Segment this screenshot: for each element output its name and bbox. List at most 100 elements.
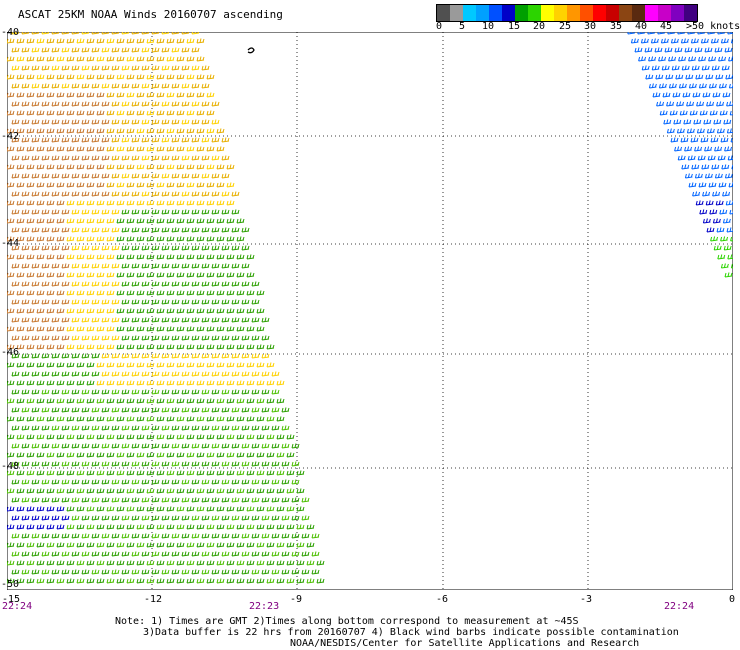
- wind-barb: [51, 263, 60, 269]
- wind-barb: [211, 389, 220, 395]
- wind-barb: [51, 137, 60, 143]
- wind-barb: [141, 119, 150, 125]
- wind-barb: [256, 470, 265, 476]
- wind-barb: [66, 272, 75, 278]
- wind-barb: [41, 461, 50, 467]
- wind-barb: [156, 416, 165, 422]
- wind-barb: [71, 281, 80, 287]
- wind-barb: [196, 164, 205, 170]
- wind-barb: [61, 101, 70, 107]
- wind-barb: [101, 155, 110, 161]
- wind-barb: [191, 299, 200, 305]
- wind-barb: [106, 326, 115, 332]
- wind-barb: [171, 32, 180, 35]
- wind-barb: [7, 272, 15, 278]
- wind-barb: [261, 371, 270, 377]
- wind-barb: [21, 65, 30, 71]
- wind-barb: [51, 425, 60, 431]
- wind-barb: [226, 362, 235, 368]
- wind-barb: [121, 569, 130, 575]
- wind-barb: [146, 236, 155, 242]
- wind-barb: [191, 32, 200, 35]
- wind-barb: [196, 362, 205, 368]
- wind-barb: [211, 299, 220, 305]
- wind-barb: [201, 263, 210, 269]
- wind-barb: [677, 155, 686, 161]
- wind-barb: [221, 155, 230, 161]
- wind-barb: [51, 281, 60, 287]
- wind-barb: [121, 32, 130, 35]
- wind-barb: [186, 488, 195, 494]
- wind-barb: [266, 362, 275, 368]
- wind-barb: [311, 533, 320, 539]
- wind-barb: [116, 488, 125, 494]
- wind-barb: [206, 110, 215, 116]
- wind-barb: [211, 245, 220, 251]
- wind-barb: [31, 515, 40, 521]
- wind-barb: [186, 128, 195, 134]
- pass-time-label: 22:24: [664, 601, 695, 612]
- wind-barb: [226, 236, 235, 242]
- wind-barb: [644, 47, 653, 53]
- wind-barb: [101, 515, 110, 521]
- wind-barb: [7, 524, 15, 530]
- wind-barb: [131, 47, 140, 53]
- wind-barb: [7, 146, 15, 152]
- wind-barb: [261, 515, 270, 521]
- wind-barb: [76, 524, 85, 530]
- wind-barb: [31, 479, 40, 485]
- wind-barb: [216, 182, 225, 188]
- wind-barb: [146, 182, 155, 188]
- wind-barb: [196, 344, 205, 350]
- wind-barb: [211, 569, 220, 575]
- wind-barb: [66, 326, 75, 332]
- wind-barb: [682, 92, 691, 98]
- lat-label: -48: [1, 461, 20, 472]
- wind-barb: [221, 191, 230, 197]
- wind-barb: [156, 254, 165, 260]
- wind-barb: [191, 101, 200, 107]
- wind-barb: [46, 110, 55, 116]
- wind-barb: [156, 56, 165, 62]
- wind-barb: [156, 452, 165, 458]
- wind-barb: [31, 245, 40, 251]
- lon-label: -3: [580, 594, 593, 605]
- wind-barb: [191, 209, 200, 215]
- wind-barb: [46, 92, 55, 98]
- wind-barb: [41, 497, 50, 503]
- wind-barb: [211, 353, 220, 359]
- wind-barb: [669, 110, 678, 116]
- wind-barb: [11, 83, 20, 89]
- wind-barb: [101, 101, 110, 107]
- wind-barb: [156, 488, 165, 494]
- wind-barb: [91, 317, 100, 323]
- wind-barb: [61, 479, 70, 485]
- wind-barb: [106, 290, 115, 296]
- wind-barb: [216, 308, 225, 314]
- wind-barb: [246, 542, 255, 548]
- wind-barb: [166, 164, 175, 170]
- wind-barb: [181, 443, 190, 449]
- wind-barb: [111, 245, 120, 251]
- wind-barb: [141, 65, 150, 71]
- wind-barb: [151, 551, 160, 557]
- wind-barb: [26, 416, 35, 422]
- wind-barb: [71, 371, 80, 377]
- wind-barb: [16, 272, 25, 278]
- wind-barb: [730, 236, 733, 242]
- wind-barb: [216, 326, 225, 332]
- wind-barb: [226, 416, 235, 422]
- wind-barb: [11, 281, 20, 287]
- wind-barb: [56, 416, 65, 422]
- wind-barb: [31, 371, 40, 377]
- wind-barb: [281, 569, 290, 575]
- wind-barb: [236, 434, 245, 440]
- wind-barb: [16, 74, 25, 80]
- wind-barb: [96, 560, 105, 566]
- wind-barb: [21, 191, 30, 197]
- wind-barb: [191, 281, 200, 287]
- wind-barb: [146, 164, 155, 170]
- wind-barb: [716, 227, 725, 233]
- wind-barb: [81, 335, 90, 341]
- wind-barb: [171, 479, 180, 485]
